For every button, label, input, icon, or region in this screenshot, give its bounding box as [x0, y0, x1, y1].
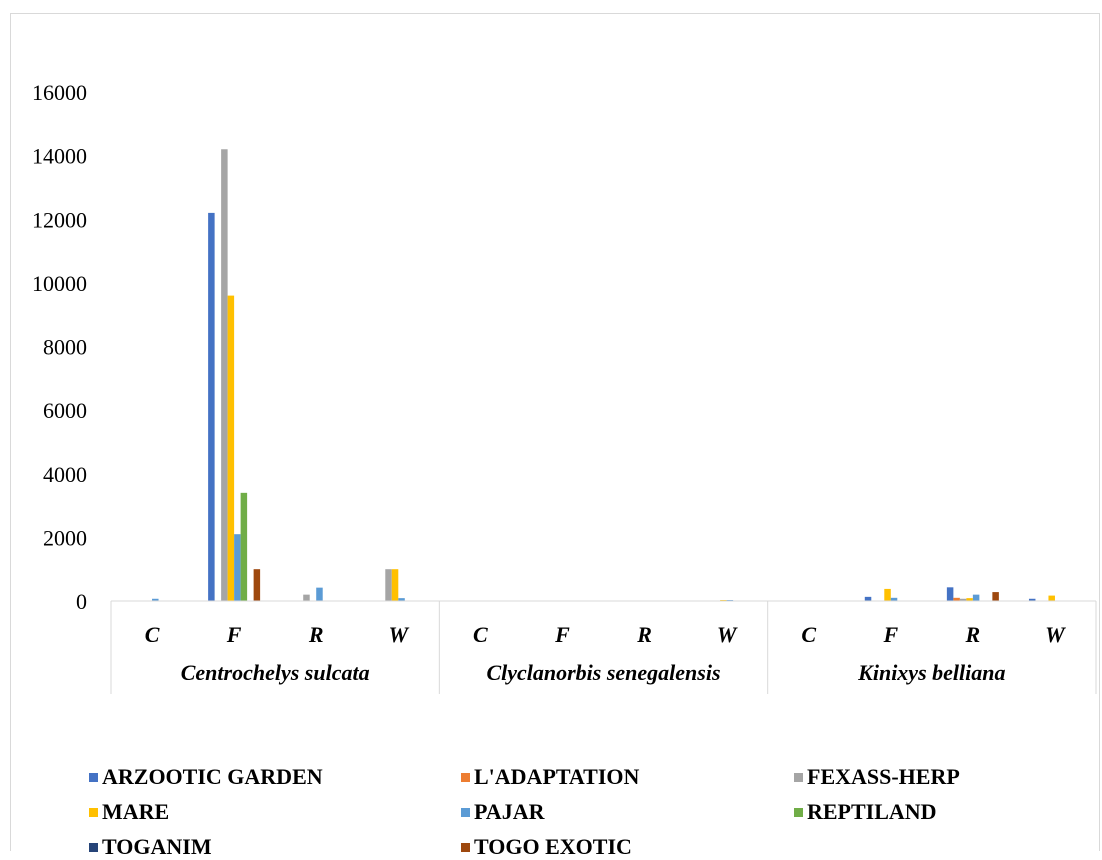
x-category-label: C [801, 622, 816, 647]
bar [946, 587, 954, 601]
legend-swatch [461, 807, 470, 817]
x-category-label: R [308, 622, 324, 647]
legend-swatch [89, 842, 98, 852]
bar-chart: 0 2000 4000 6000 8000 10000 12000 14000 16000 C F… [32, 80, 1097, 694]
bar [385, 569, 392, 601]
legend-swatch [89, 807, 98, 817]
x-category-label: R [965, 622, 981, 647]
legend-label: TOGANIM [102, 834, 212, 859]
legend-label: PAJAR [474, 799, 545, 824]
legend-label: MARE [102, 799, 170, 824]
y-tick-label: 10000 [32, 271, 87, 296]
x-category-label: W [389, 622, 410, 647]
legend-swatch [461, 842, 470, 852]
bar [966, 598, 973, 601]
chart-frame: 0 2000 4000 6000 8000 10000 12000 14000 16000 C F… [10, 13, 1100, 859]
x-group-label: Centrochelys sulcata [181, 660, 370, 685]
bar [208, 212, 215, 601]
legend-label: REPTILAND [807, 799, 937, 824]
bar [398, 598, 405, 601]
bar [864, 596, 872, 601]
bar [152, 598, 159, 601]
bar [316, 587, 323, 601]
bar [1028, 598, 1036, 601]
bar [959, 598, 967, 601]
y-tick-label: 8000 [43, 335, 87, 360]
legend-item: TOGANIM [89, 834, 212, 860]
legend-item: TOGO EXOTIC [461, 834, 632, 860]
x-axis: C F R W Centrochelys sulcata C F R W Clyclanorbis… [110, 600, 1097, 694]
legend-item: ARZOOTIC GARDEN [89, 764, 323, 790]
bar [253, 569, 261, 601]
y-tick-label: 16000 [32, 80, 87, 105]
bar [972, 594, 980, 601]
legend-label: ARZOOTIC GARDEN [102, 764, 323, 789]
bar [884, 588, 891, 601]
y-axis: 0 2000 4000 6000 8000 10000 12000 14000 16000 [32, 80, 87, 614]
y-tick-label: 2000 [43, 525, 87, 550]
bar [234, 534, 241, 601]
bar [1048, 595, 1055, 601]
x-category-label: W [1045, 622, 1066, 647]
legend-item: REPTILAND [794, 799, 937, 825]
bar [890, 597, 898, 601]
y-tick-label: 0 [76, 589, 87, 614]
legend-swatch [89, 772, 98, 782]
legend-item: PAJAR [461, 799, 544, 825]
bar [303, 594, 310, 601]
bar [227, 295, 235, 601]
y-tick-label: 6000 [43, 398, 87, 423]
legend-item: FEXASS-HERP [794, 764, 960, 790]
y-tick-label: 4000 [43, 462, 87, 487]
legend-swatch [794, 807, 803, 817]
y-tick-label: 12000 [32, 207, 87, 232]
legend-item: L'ADAPTATION [461, 764, 639, 790]
x-category-label: C [473, 622, 488, 647]
bar [992, 592, 999, 601]
bar [391, 569, 399, 601]
x-group-label: Clyclanorbis senegalensis [486, 660, 720, 685]
x-category-label: W [717, 622, 738, 647]
x-group-label: Kinixys belliana [857, 660, 1005, 685]
legend-item: MARE [89, 799, 169, 825]
bar [240, 492, 248, 601]
x-category-label: R [636, 622, 652, 647]
legend-swatch [461, 772, 470, 782]
bars [152, 149, 1055, 601]
y-tick-label: 14000 [32, 144, 87, 169]
bar [221, 149, 228, 601]
x-category-label: C [145, 622, 160, 647]
legend-label: L'ADAPTATION [474, 764, 640, 789]
x-category-label: F [882, 622, 898, 647]
legend-label: TOGO EXOTIC [474, 834, 632, 859]
legend-swatch [794, 772, 803, 782]
x-category-label: F [226, 622, 242, 647]
bar [953, 597, 960, 601]
x-category-label: F [554, 622, 570, 647]
legend-label: FEXASS-HERP [807, 764, 960, 789]
